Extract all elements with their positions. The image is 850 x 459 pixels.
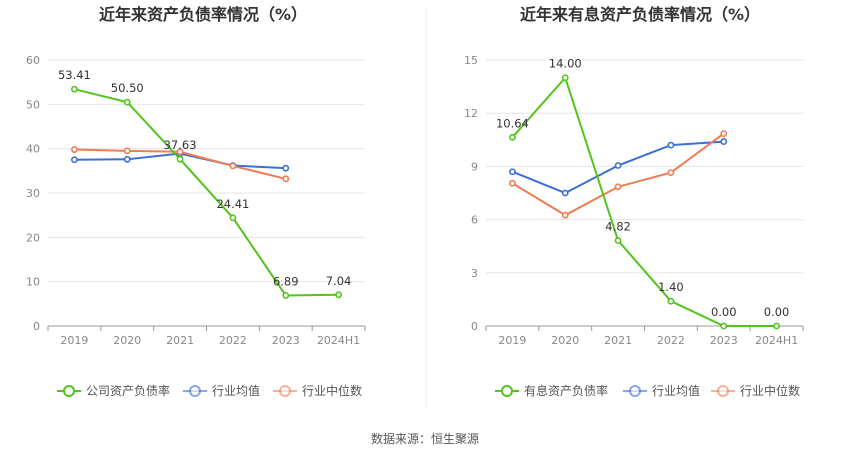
data-point: [123, 155, 131, 163]
data-point: [282, 292, 290, 299]
data-label: 24.41: [216, 197, 249, 211]
y-tick-label: 0: [33, 320, 40, 333]
data-point: [667, 297, 675, 305]
data-label: 14.00: [549, 57, 582, 71]
data-point: [71, 156, 78, 164]
x-tick-label: 2019: [60, 334, 88, 347]
data-point: [561, 189, 569, 197]
legend-swatch-marker: [717, 385, 729, 397]
data-label: 1.40: [658, 280, 684, 294]
data-point: [176, 148, 184, 156]
legend-label: 行业中位数: [740, 383, 800, 398]
y-tick-label: 3: [471, 267, 478, 280]
data-point: [123, 147, 131, 155]
data-point: [123, 98, 131, 106]
legend-swatch-marker: [629, 385, 641, 397]
data-point: [614, 162, 622, 169]
data-point: [229, 162, 237, 170]
data-point: [509, 179, 516, 187]
x-tick-label: 2020: [113, 334, 141, 347]
series-line: [511, 132, 725, 217]
data-label: 37.63: [164, 138, 197, 152]
legend-label: 行业中位数: [302, 383, 362, 398]
legend-label: 行业均值: [652, 383, 700, 398]
data-point: [720, 138, 728, 145]
data-point: [335, 291, 342, 299]
data-point: [720, 130, 728, 137]
data-point: [614, 183, 622, 191]
data-label: 53.41: [58, 68, 91, 82]
legend-swatch-marker: [189, 385, 201, 397]
y-tick-label: 50: [26, 98, 40, 111]
y-tick-label: 30: [26, 187, 40, 200]
x-tick-label: 2023: [272, 334, 300, 347]
x-tick-label: 2021: [604, 334, 632, 347]
data-point: [509, 168, 516, 176]
data-label: 50.50: [111, 81, 144, 95]
x-tick-label: 2022: [657, 334, 685, 347]
y-tick-label: 20: [26, 231, 40, 244]
data-point: [71, 146, 78, 153]
data-point: [614, 237, 622, 244]
chart-2: 近年来有息资产负债率情况（%） 0 3 6 9 12 15 2019 2020 2021 2022 2…: [464, 5, 804, 398]
y-tick-label: 12: [464, 107, 478, 120]
chart-title: 近年来资产负债率情况（%）: [99, 5, 307, 24]
y-tick-label: 60: [26, 54, 40, 67]
data-point: [71, 85, 78, 93]
data-point: [667, 169, 675, 177]
x-tick-label: 2021: [166, 334, 194, 347]
data-label: 0.00: [711, 305, 737, 319]
x-tick-label: 2024H1: [755, 334, 798, 347]
y-tick-label: 40: [26, 143, 40, 156]
y-tick-label: 0: [471, 320, 478, 333]
chart-title: 近年来有息资产负债率情况（%）: [520, 5, 760, 24]
x-tick-label: 2019: [498, 334, 526, 347]
chart-1: 近年来资产负债率情况（%） 0 10 20 30 40 50 60 2019 2020 2021 20…: [26, 5, 366, 398]
y-tick-label: 6: [471, 214, 478, 227]
data-point: [282, 164, 290, 172]
legend-label: 有息资产负债率: [524, 383, 608, 398]
data-label: 6.89: [273, 274, 299, 288]
data-source: 数据来源：恒生聚源: [371, 431, 479, 446]
data-label: 0.00: [764, 305, 790, 319]
legend-swatch-marker: [63, 385, 75, 397]
x-tick-label: 2020: [551, 334, 579, 347]
data-point: [773, 322, 780, 330]
data-label: 7.04: [326, 274, 352, 288]
x-tick-label: 2023: [710, 334, 738, 347]
x-tick-label: 2024H1: [317, 334, 360, 347]
data-point: [229, 214, 237, 222]
data-point: [282, 175, 290, 183]
data-point: [720, 322, 728, 330]
y-tick-label: 15: [464, 54, 478, 67]
data-point: [561, 211, 569, 219]
legend-label: 行业均值: [212, 383, 260, 398]
x-tick-label: 2022: [219, 334, 247, 347]
data-label: 4.82: [605, 220, 631, 234]
series-line: [74, 88, 339, 297]
data-point: [509, 133, 516, 141]
series-line: [511, 75, 777, 327]
data-point: [561, 74, 569, 82]
legend-label: 公司资产负债率: [86, 383, 170, 398]
y-tick-label: 9: [471, 160, 478, 173]
y-tick-label: 10: [26, 276, 40, 289]
legend-swatch-marker: [279, 385, 291, 397]
data-label: 10.64: [496, 116, 529, 130]
data-point: [667, 141, 675, 149]
legend-swatch-marker: [501, 385, 513, 397]
data-point: [176, 155, 184, 163]
